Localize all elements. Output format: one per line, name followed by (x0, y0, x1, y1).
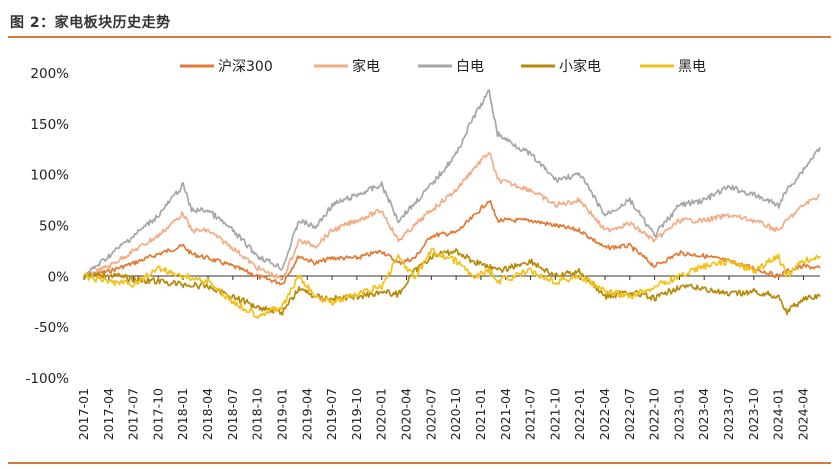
series-line (83, 247, 821, 320)
plot-area (83, 89, 821, 320)
x-tick-label: 2018-10 (250, 388, 265, 440)
x-tick-label: 2024-04 (795, 388, 810, 440)
series-line (83, 89, 821, 279)
x-tick-label: 2019-10 (349, 388, 364, 440)
x-tick-label: 2023-10 (746, 388, 761, 440)
y-tick-label: 0% (48, 269, 70, 285)
x-tick-label: 2020-07 (423, 388, 438, 440)
legend-label: 黑电 (678, 59, 706, 75)
x-tick-label: 2021-07 (523, 388, 538, 440)
y-tick-label: 50% (39, 219, 69, 235)
y-tick-label: 200% (30, 66, 69, 82)
figure-title: 图 2：家电板块历史走势 (10, 15, 171, 31)
x-tick-label: 2018-04 (200, 388, 215, 440)
y-tick-label: -100% (26, 371, 70, 387)
legend-label: 沪深300 (218, 59, 273, 75)
x-tick-label: 2021-10 (547, 388, 562, 440)
x-axis: 2017-01 2017-04 2017-07 2017-10 2018-01 2018-… (76, 275, 820, 440)
y-axis: 200% 150% 100% 50% 0% -50% -100% (26, 66, 70, 387)
x-tick-label: 2018-01 (175, 388, 190, 440)
legend-label: 小家电 (559, 58, 601, 75)
top-rule (8, 36, 831, 38)
x-tick-label: 2019-04 (299, 388, 314, 440)
x-tick-label: 2017-01 (76, 388, 91, 440)
legend-label: 白电 (456, 59, 484, 75)
x-tick-label: 2017-10 (150, 388, 165, 440)
series-line (83, 248, 821, 316)
y-tick-label: -50% (34, 320, 69, 336)
x-tick-label: 2020-01 (374, 388, 389, 440)
x-tick-label: 2018-07 (225, 388, 240, 440)
legend: 沪深300 家电 白电 小家电 黑电 (180, 58, 706, 75)
x-tick-label: 2019-01 (274, 388, 289, 440)
x-tick-label: 2020-04 (399, 388, 414, 440)
x-tick-label: 2020-10 (448, 388, 463, 440)
x-tick-label: 2021-01 (473, 388, 488, 440)
x-tick-label: 2017-04 (101, 388, 116, 440)
x-tick-label: 2023-07 (721, 388, 736, 440)
x-tick-label: 2023-04 (696, 388, 711, 440)
x-tick-label: 2024-01 (771, 388, 786, 440)
x-tick-label: 2021-04 (498, 388, 513, 440)
x-tick-label: 2019-07 (324, 388, 339, 440)
x-tick-label: 2022-04 (597, 388, 612, 440)
series-line (83, 200, 821, 286)
x-tick-label: 2022-10 (647, 388, 662, 440)
x-tick-label: 2017-07 (126, 388, 141, 440)
x-tick-label: 2022-01 (572, 388, 587, 440)
y-tick-label: 100% (30, 168, 69, 184)
x-tick-label: 2023-01 (671, 388, 686, 440)
x-tick-label: 2022-07 (622, 388, 637, 440)
y-tick-label: 150% (30, 117, 69, 133)
legend-label: 家电 (352, 58, 380, 75)
bottom-rule (8, 462, 831, 464)
series-line (83, 151, 820, 281)
